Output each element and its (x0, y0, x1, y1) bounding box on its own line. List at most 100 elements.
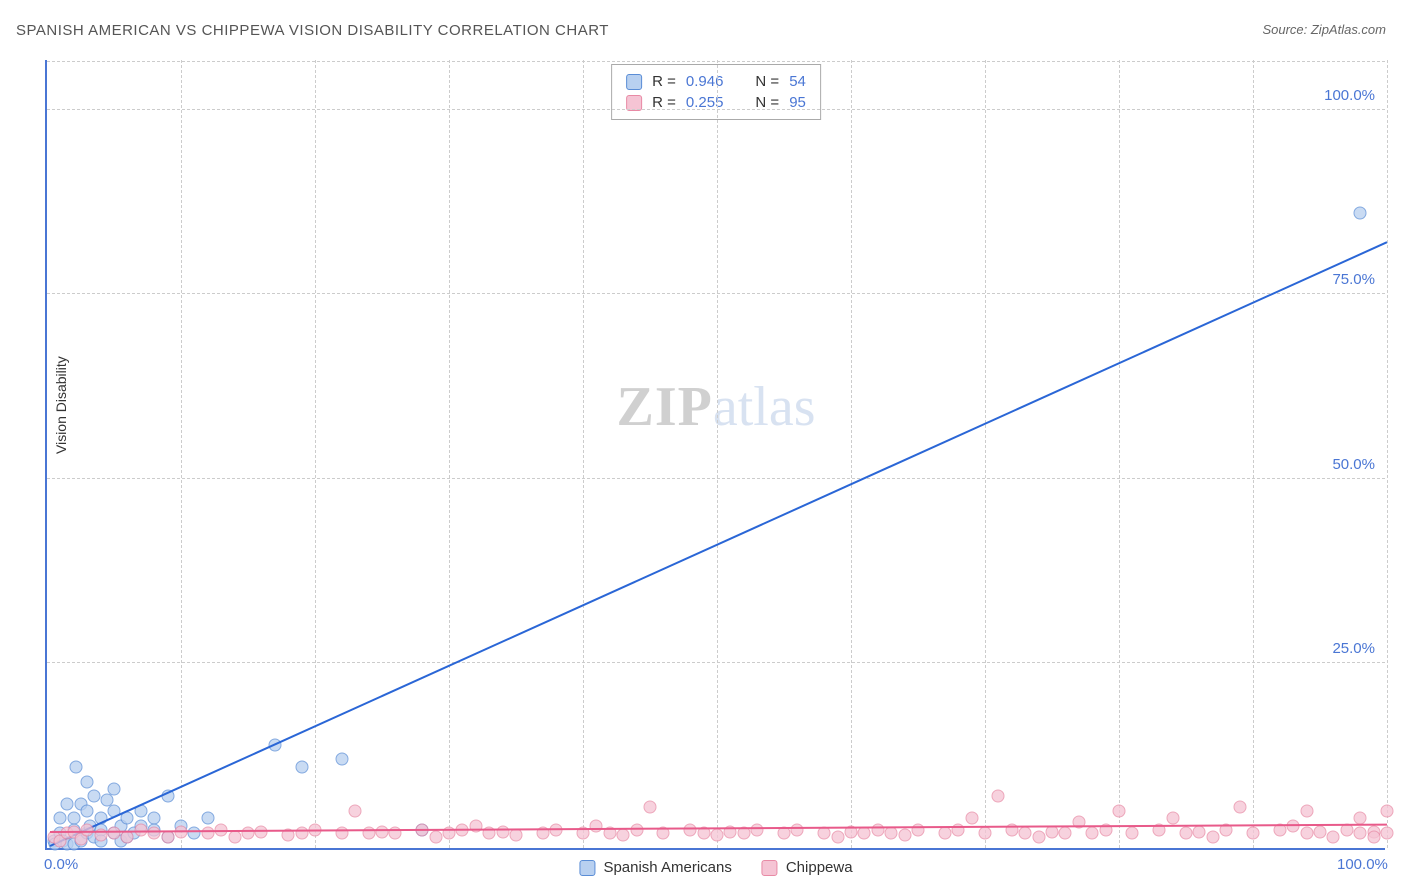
series-legend: Spanish Americans Chippewa (579, 859, 852, 876)
legend-swatch (579, 860, 595, 876)
legend-row: R =0.255N =95 (626, 92, 806, 113)
legend-series-label: Spanish Americans (603, 859, 731, 876)
watermark-zip: ZIP (617, 376, 713, 438)
scatter-marker (791, 823, 804, 836)
legend-swatch (762, 860, 778, 876)
scatter-marker (1193, 825, 1206, 838)
scatter-marker (81, 775, 94, 788)
watermark-text: ZIPatlas (617, 375, 816, 439)
scatter-marker (590, 819, 603, 832)
scatter-marker (1166, 812, 1179, 825)
scatter-marker (61, 797, 74, 810)
scatter-marker (1354, 207, 1367, 220)
legend-series-label: Chippewa (786, 859, 853, 876)
gridline-vertical (583, 60, 584, 848)
scatter-marker (1327, 830, 1340, 843)
gridline-vertical (315, 60, 316, 848)
scatter-marker (228, 830, 241, 843)
scatter-marker (1314, 825, 1327, 838)
y-tick-label: 50.0% (1332, 456, 1375, 473)
scatter-marker (148, 812, 161, 825)
scatter-marker (617, 828, 630, 841)
scatter-marker (711, 828, 724, 841)
scatter-marker (858, 827, 871, 840)
scatter-marker (831, 830, 844, 843)
y-axis-label: Vision Disability (53, 356, 69, 454)
gridline-vertical (985, 60, 986, 848)
y-tick-label: 25.0% (1332, 640, 1375, 657)
scatter-marker (87, 790, 100, 803)
gridline-vertical (181, 60, 182, 848)
scatter-marker (1180, 827, 1193, 840)
scatter-marker (979, 827, 992, 840)
scatter-marker (148, 827, 161, 840)
scatter-marker (201, 812, 214, 825)
scatter-marker (1206, 830, 1219, 843)
source-label: Source: (1262, 22, 1310, 37)
y-tick-label: 100.0% (1324, 87, 1375, 104)
scatter-marker (1381, 827, 1394, 840)
scatter-marker (938, 827, 951, 840)
gridline-horizontal (47, 293, 1385, 294)
scatter-marker (242, 827, 255, 840)
scatter-marker (885, 827, 898, 840)
gridline-vertical (1253, 60, 1254, 848)
scatter-marker (898, 828, 911, 841)
scatter-marker (1300, 805, 1313, 818)
gridline-horizontal (47, 109, 1385, 110)
gridline-horizontal (47, 662, 1385, 663)
scatter-plot-area: Vision Disability ZIPatlas R =0.946N =54… (45, 60, 1385, 850)
scatter-marker (349, 805, 362, 818)
scatter-marker (1032, 830, 1045, 843)
scatter-marker (871, 823, 884, 836)
origin-tick-label: 0.0% (44, 856, 78, 873)
scatter-marker (1019, 827, 1032, 840)
gridline-vertical (449, 60, 450, 848)
scatter-marker (429, 830, 442, 843)
chart-title: SPANISH AMERICAN VS CHIPPEWA VISION DISA… (16, 22, 609, 39)
scatter-marker (335, 753, 348, 766)
trend-line (49, 241, 1387, 847)
legend-n-label: N = (755, 73, 779, 90)
scatter-marker (1233, 801, 1246, 814)
legend-item: Chippewa (762, 859, 853, 876)
legend-swatch (626, 74, 642, 90)
scatter-marker (108, 782, 121, 795)
scatter-marker (1381, 805, 1394, 818)
scatter-marker (1113, 805, 1126, 818)
scatter-marker (751, 823, 764, 836)
scatter-marker (912, 823, 925, 836)
scatter-marker (81, 823, 94, 836)
scatter-marker (1059, 827, 1072, 840)
scatter-marker (201, 827, 214, 840)
scatter-marker (67, 812, 80, 825)
watermark-atlas: atlas (713, 376, 816, 438)
y-tick-label: 75.0% (1332, 271, 1375, 288)
scatter-marker (1086, 827, 1099, 840)
scatter-marker (70, 760, 83, 773)
scatter-marker (1354, 827, 1367, 840)
gridline-horizontal (47, 61, 1385, 62)
gridline-vertical (1119, 60, 1120, 848)
gridline-vertical (717, 60, 718, 848)
scatter-marker (1126, 827, 1139, 840)
correlation-legend: R =0.946N =54R =0.255N =95 (611, 64, 821, 120)
scatter-marker (81, 805, 94, 818)
scatter-marker (54, 812, 67, 825)
gridline-vertical (851, 60, 852, 848)
legend-row: R =0.946N =54 (626, 71, 806, 92)
scatter-marker (992, 790, 1005, 803)
scatter-marker (496, 825, 509, 838)
scatter-marker (108, 827, 121, 840)
scatter-marker (295, 760, 308, 773)
scatter-marker (1367, 830, 1380, 843)
scatter-marker (1300, 827, 1313, 840)
scatter-marker (965, 812, 978, 825)
legend-item: Spanish Americans (579, 859, 731, 876)
scatter-marker (1247, 827, 1260, 840)
source-name: ZipAtlas.com (1311, 22, 1386, 37)
gridline-horizontal (47, 478, 1385, 479)
source-attribution: Source: ZipAtlas.com (1262, 22, 1386, 37)
scatter-marker (684, 823, 697, 836)
legend-r-label: R = (652, 73, 676, 90)
